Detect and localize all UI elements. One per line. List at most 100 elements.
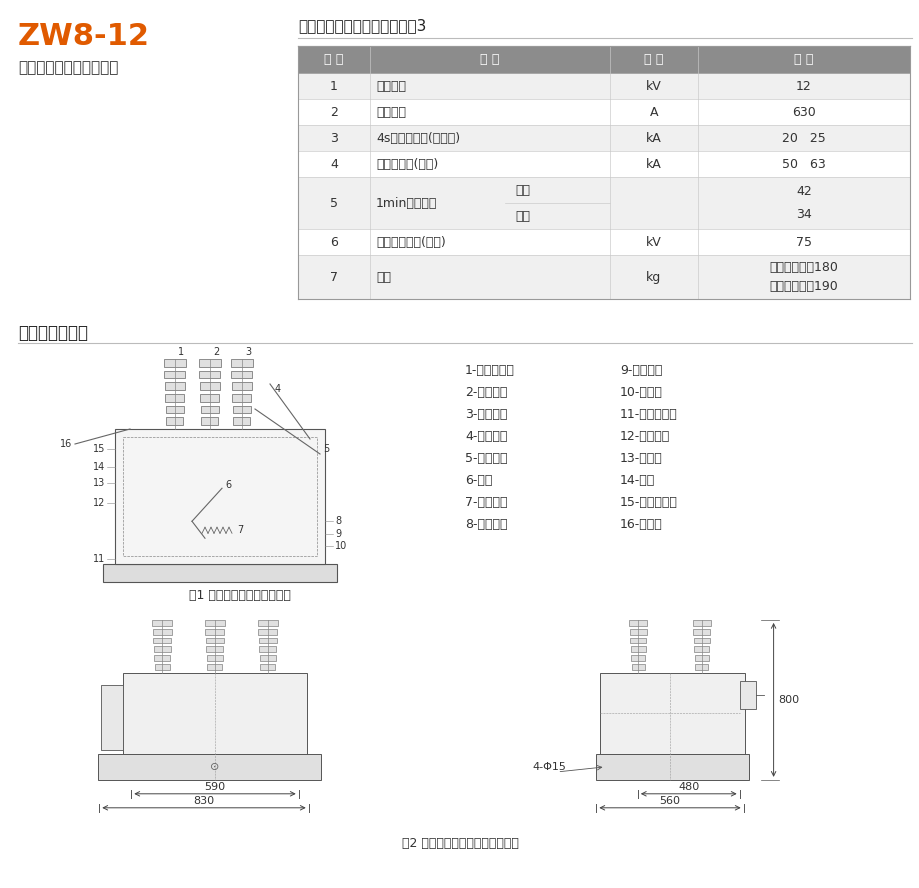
Text: 配电动机构：190: 配电动机构：190 xyxy=(769,281,837,293)
Text: 2: 2 xyxy=(213,347,219,357)
Text: 13-绝缘罩: 13-绝缘罩 xyxy=(619,452,662,465)
Text: 7: 7 xyxy=(330,271,337,283)
Text: 4: 4 xyxy=(275,384,281,394)
Bar xyxy=(200,394,220,401)
Text: 15-电流互感器: 15-电流互感器 xyxy=(619,496,677,509)
Text: 额定电压: 额定电压 xyxy=(376,80,405,92)
Bar xyxy=(199,359,221,367)
Text: kV: kV xyxy=(645,235,661,249)
Bar xyxy=(165,383,185,390)
Text: 50   63: 50 63 xyxy=(781,157,825,170)
Text: 雷电冲击耐压(峰值): 雷电冲击耐压(峰值) xyxy=(376,235,446,249)
Bar xyxy=(693,629,709,635)
Text: 6: 6 xyxy=(225,480,231,490)
Text: 3: 3 xyxy=(330,131,337,145)
Bar xyxy=(698,46,909,73)
Text: 11-真空灌弧室: 11-真空灌弧室 xyxy=(619,408,677,421)
Text: 480: 480 xyxy=(677,781,698,792)
Bar xyxy=(206,638,223,643)
Text: 4-分闸弹簧: 4-分闸弹簧 xyxy=(464,430,506,443)
Text: 14-笱体: 14-笱体 xyxy=(619,474,654,487)
Bar xyxy=(207,655,222,661)
Bar xyxy=(153,620,172,626)
Bar xyxy=(693,638,709,643)
Bar xyxy=(260,663,275,670)
Bar xyxy=(629,620,646,626)
Bar xyxy=(298,229,909,255)
Bar xyxy=(369,46,609,73)
Text: kV: kV xyxy=(645,80,661,92)
Text: 15: 15 xyxy=(93,444,105,455)
Bar xyxy=(258,629,277,635)
Text: 2-三相转轴: 2-三相转轴 xyxy=(464,386,506,399)
Text: ⊙: ⊙ xyxy=(210,762,220,772)
Text: 2: 2 xyxy=(330,106,337,118)
Bar xyxy=(201,417,219,425)
Text: 7-触头弹簧: 7-触头弹簧 xyxy=(464,496,507,509)
Text: 图2 断路器外形尺寸及安装尺寸图: 图2 断路器外形尺寸及安装尺寸图 xyxy=(401,837,518,850)
Bar xyxy=(206,646,223,652)
Text: 20   25: 20 25 xyxy=(781,131,825,145)
Bar xyxy=(232,370,252,378)
Text: 11: 11 xyxy=(93,554,105,564)
Text: 5-绝缘拉杆: 5-绝缘拉杆 xyxy=(464,452,507,465)
Text: 9-动端支架: 9-动端支架 xyxy=(619,364,662,377)
Text: 数 据: 数 据 xyxy=(793,53,812,66)
Bar xyxy=(154,655,170,661)
Bar xyxy=(166,417,183,425)
Bar xyxy=(630,646,645,652)
Bar xyxy=(629,629,646,635)
Bar xyxy=(200,406,219,414)
Text: 质量: 质量 xyxy=(376,271,391,283)
Text: 1: 1 xyxy=(330,80,337,92)
Bar xyxy=(298,125,909,151)
Bar xyxy=(258,638,277,643)
Bar xyxy=(298,46,369,73)
Bar xyxy=(600,672,744,754)
Text: 干试: 干试 xyxy=(515,184,529,196)
Text: 16: 16 xyxy=(60,439,72,449)
Text: 630: 630 xyxy=(791,106,815,118)
Text: ZW8-12: ZW8-12 xyxy=(18,22,150,51)
Text: 800: 800 xyxy=(777,695,799,705)
Bar xyxy=(631,663,644,670)
Text: 户外高压交流真空断路器: 户外高压交流真空断路器 xyxy=(18,60,119,75)
Text: 6-拐臂: 6-拐臂 xyxy=(464,474,492,487)
Bar xyxy=(208,663,222,670)
Text: kA: kA xyxy=(645,131,661,145)
Bar xyxy=(298,151,909,177)
Text: 5: 5 xyxy=(330,196,337,210)
Bar xyxy=(609,46,698,73)
Bar xyxy=(233,394,251,401)
Polygon shape xyxy=(123,672,306,754)
Text: 4-Φ15: 4-Φ15 xyxy=(532,762,566,772)
Text: 图1 断路器本体内部结构示意: 图1 断路器本体内部结构示意 xyxy=(189,589,290,602)
Text: 5: 5 xyxy=(323,444,329,454)
Text: 组合断路器主要技术参数见表3: 组合断路器主要技术参数见表3 xyxy=(298,18,425,33)
Bar xyxy=(101,685,123,749)
Text: 560: 560 xyxy=(659,796,680,805)
Text: 10-软联结: 10-软联结 xyxy=(619,386,663,399)
Bar xyxy=(153,638,171,643)
Bar xyxy=(298,177,909,229)
Text: 8: 8 xyxy=(335,516,341,526)
Text: 3-分闸拉杆: 3-分闸拉杆 xyxy=(464,408,506,421)
Text: 7: 7 xyxy=(237,525,243,535)
Bar xyxy=(233,406,251,414)
Bar xyxy=(98,754,321,780)
Text: kA: kA xyxy=(645,157,661,170)
Bar xyxy=(298,99,909,125)
Text: 动稳定电流(峰值): 动稳定电流(峰值) xyxy=(376,157,437,170)
Bar xyxy=(259,646,276,652)
Bar xyxy=(298,73,909,99)
Text: 序 号: 序 号 xyxy=(324,53,344,66)
Text: 名 称: 名 称 xyxy=(480,53,499,66)
Bar xyxy=(694,646,709,652)
Text: 单 位: 单 位 xyxy=(643,53,663,66)
Bar xyxy=(165,394,185,401)
Text: 590: 590 xyxy=(204,781,225,792)
Text: 14: 14 xyxy=(93,462,105,472)
Bar xyxy=(231,359,253,367)
Text: 10: 10 xyxy=(335,542,346,551)
Text: 12: 12 xyxy=(93,498,105,508)
